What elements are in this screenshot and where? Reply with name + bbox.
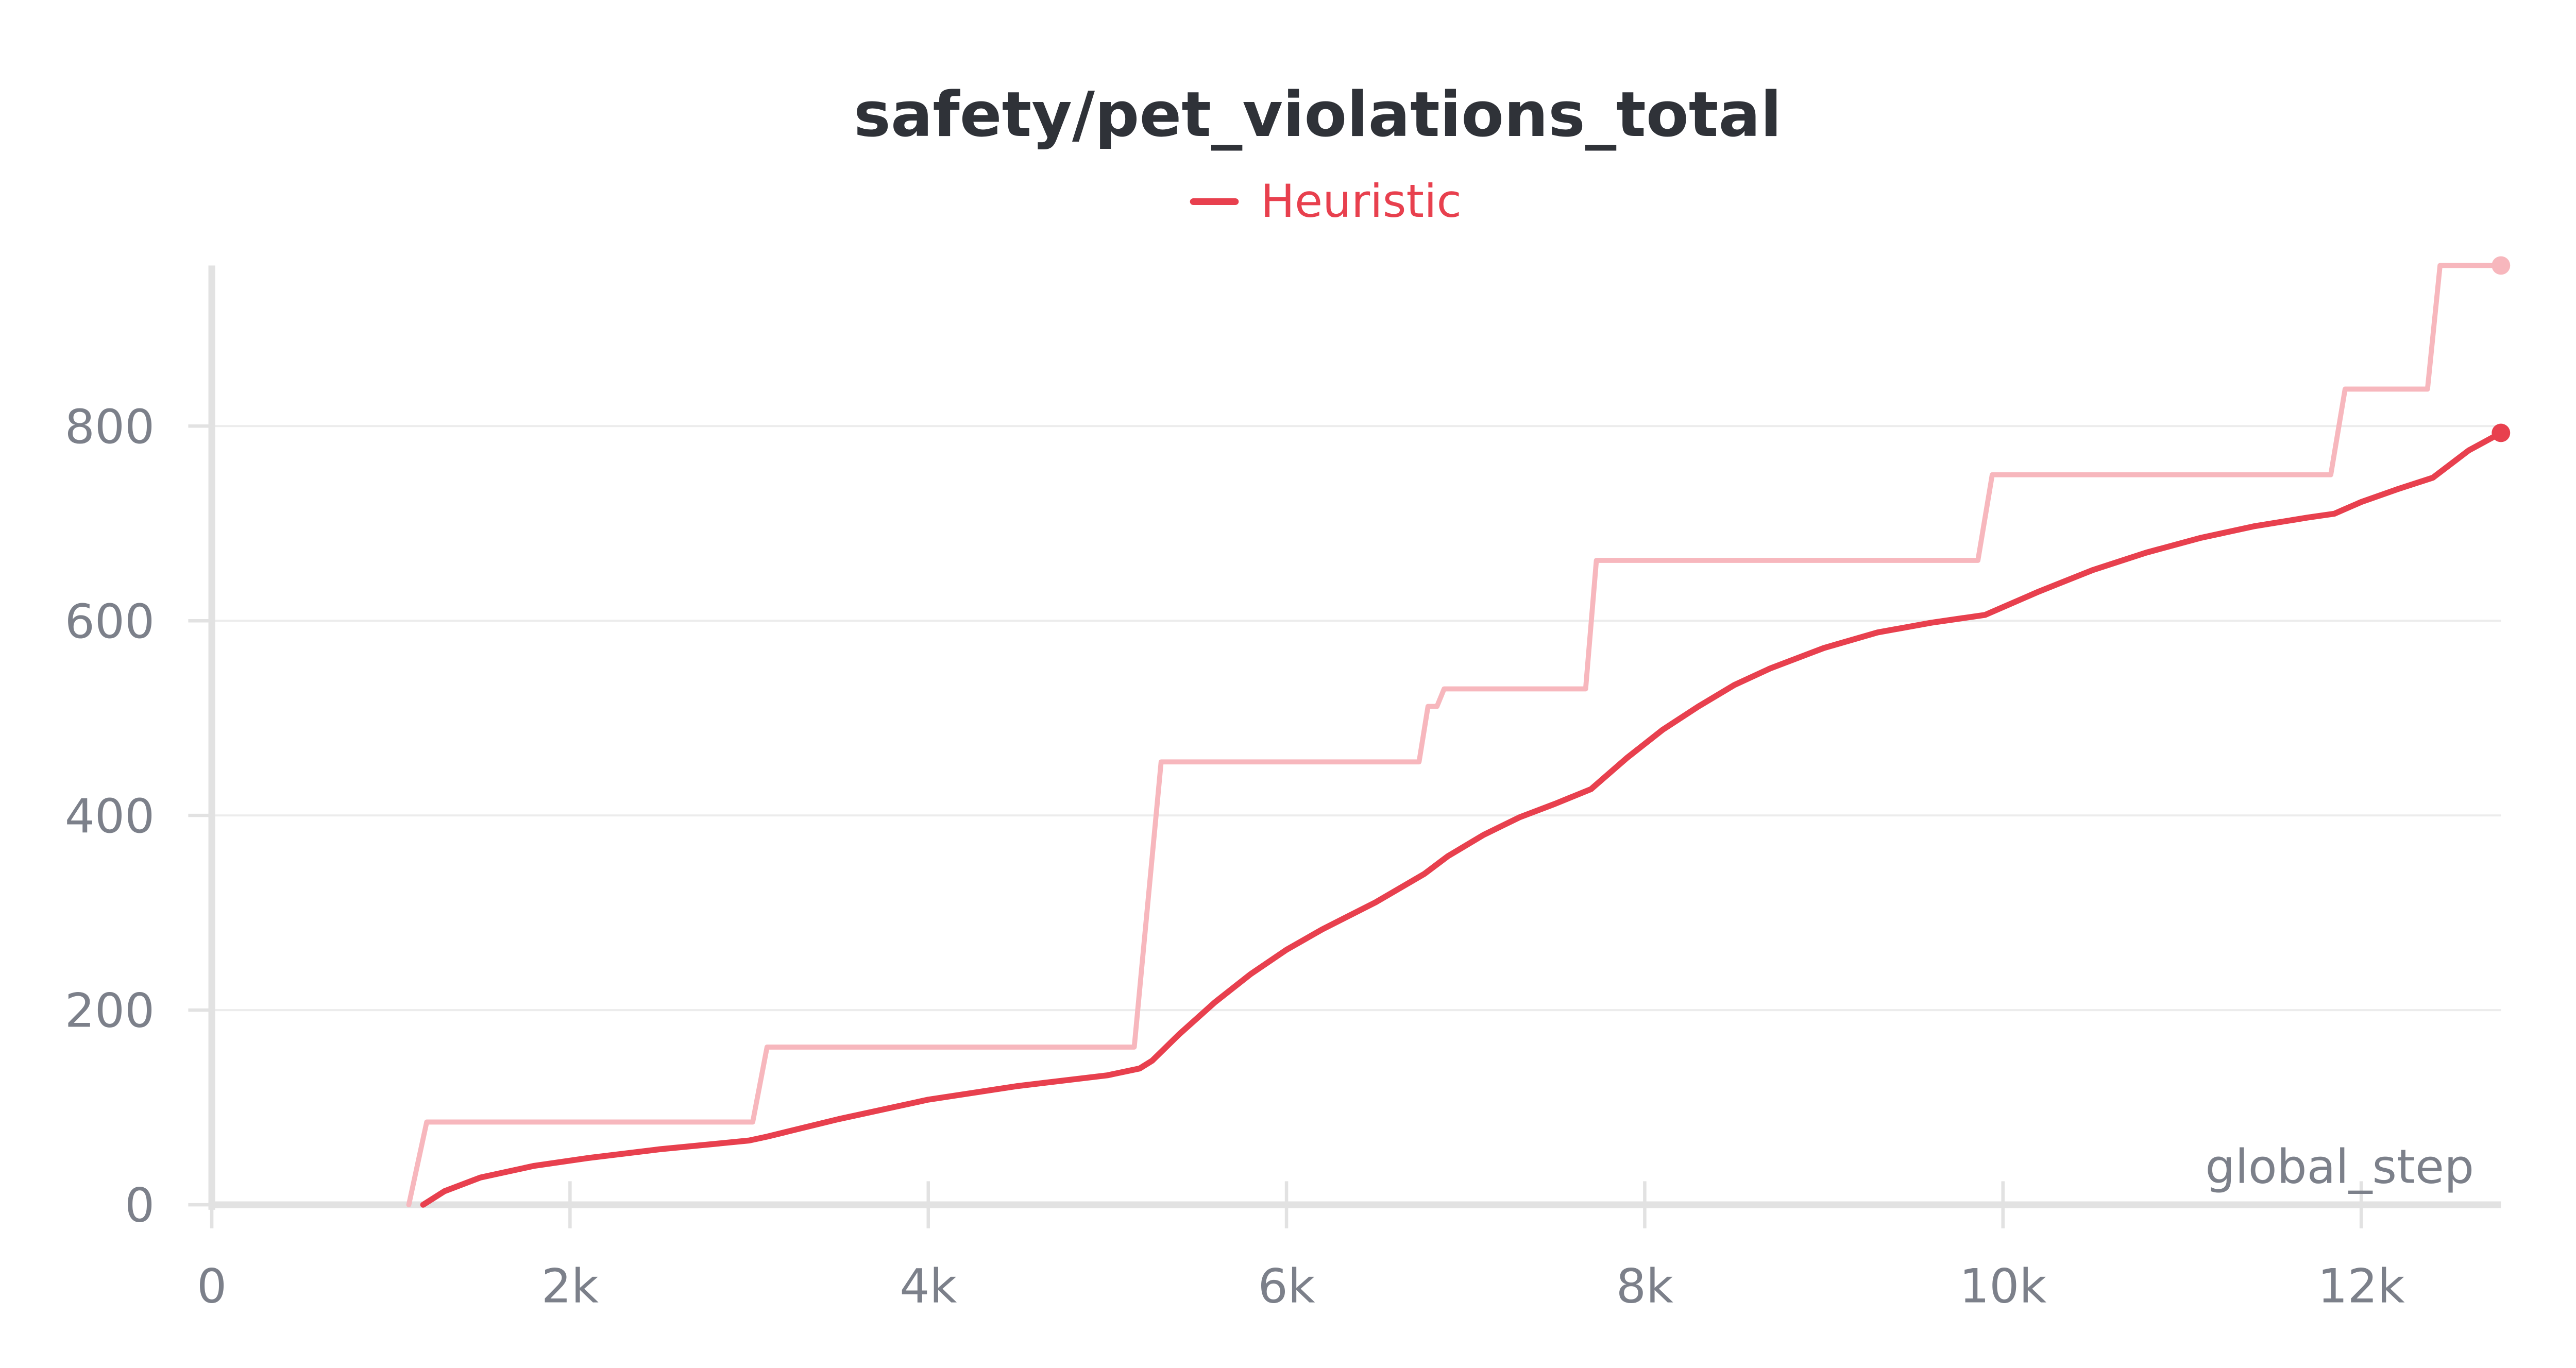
- x-tick-label-12k: 12k: [2318, 1258, 2405, 1313]
- y-tick-label-200: 200: [65, 983, 155, 1038]
- series-lines: [406, 256, 2511, 1208]
- legend-label-heuristic[interactable]: Heuristic: [1261, 175, 1462, 228]
- tick-labels: 0 200 400 600 800 0 2k 4k 6k 8k 10k 12k: [65, 399, 2405, 1313]
- y-tick-label-600: 600: [65, 594, 155, 649]
- x-tick-label-2k: 2k: [541, 1258, 599, 1313]
- axes: [188, 265, 2501, 1228]
- grid-lines: [212, 425, 2501, 1012]
- series-raw-line-heuristic: [406, 263, 2504, 1207]
- x-tick-label-10k: 10k: [1959, 1258, 2046, 1313]
- y-tick-label-0: 0: [125, 1178, 155, 1233]
- x-tick-label-6k: 6k: [1258, 1258, 1315, 1313]
- series-endpoint-heuristic[interactable]: [2492, 423, 2511, 442]
- x-tick-label-0: 0: [197, 1258, 227, 1313]
- x-tick-label-4k: 4k: [900, 1258, 957, 1313]
- series-line-heuristic[interactable]: [420, 430, 2504, 1208]
- x-axis-label: global_step: [2205, 1139, 2474, 1194]
- chart-title: safety/pet_violations_total: [854, 79, 1782, 151]
- y-tick-label-400: 400: [65, 789, 155, 844]
- x-tick-label-8k: 8k: [1616, 1258, 1673, 1313]
- chart-legend: Heuristic: [1190, 175, 1462, 228]
- y-tick-label-800: 800: [65, 399, 155, 454]
- series-raw-endpoint-heuristic: [2492, 256, 2511, 275]
